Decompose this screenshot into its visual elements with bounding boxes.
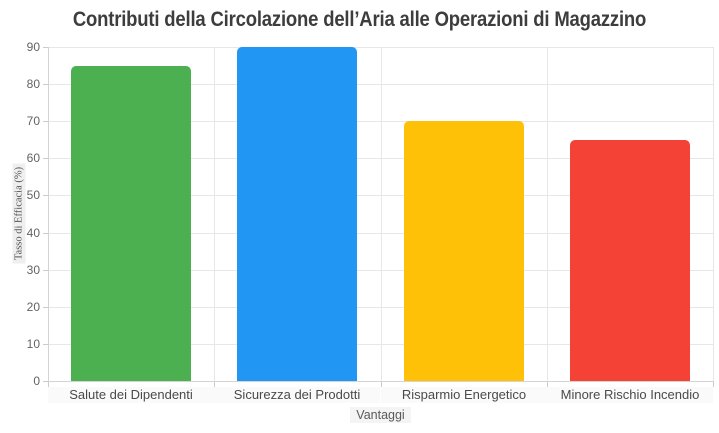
y-tick-mark (43, 158, 48, 159)
y-tick-mark (43, 195, 48, 196)
chart-title: Contributi della Circolazione dell’Aria … (72, 8, 647, 31)
y-tick-label: 90 (26, 40, 40, 54)
y-tick-label: 80 (26, 77, 40, 91)
y-axis-title-text: Tasso di Efficacia (%) (12, 163, 26, 264)
y-tick-mark (43, 121, 48, 122)
y-tick-label: 40 (26, 226, 40, 240)
x-tick-mark (214, 382, 215, 387)
y-axis-line (48, 47, 49, 381)
bar-3 (404, 121, 524, 381)
bar-2 (237, 47, 357, 381)
y-tick-mark (43, 381, 48, 382)
y-tick-label: 0 (33, 374, 40, 388)
category-label: Risparmio Energetico (401, 387, 527, 402)
h-gridline (48, 307, 713, 308)
h-gridline (48, 270, 713, 271)
h-gridline (48, 195, 713, 196)
y-axis-title: Tasso di Efficacia (%) (12, 159, 26, 269)
bar-1 (71, 66, 191, 381)
x-axis-title-text: Vantaggi (350, 407, 411, 423)
x-axis-title: Vantaggi (48, 407, 713, 423)
h-gridline (48, 344, 713, 345)
x-tick-mark (48, 382, 49, 387)
y-tick-label: 50 (26, 188, 40, 202)
y-tick-mark (43, 344, 48, 345)
x-tick-mark (713, 382, 714, 387)
x-tick-mark (547, 382, 548, 387)
v-gridline (381, 47, 382, 381)
y-tick-mark (43, 47, 48, 48)
y-tick-label: 10 (26, 337, 40, 351)
y-tick-mark (43, 307, 48, 308)
v-gridline (713, 47, 714, 381)
h-gridline (48, 47, 713, 48)
y-tick-label: 60 (26, 151, 40, 165)
category-label: Minore Rischio Incendio (560, 387, 700, 402)
x-tick-mark (381, 382, 382, 387)
y-tick-label: 20 (26, 300, 40, 314)
y-tick-mark (43, 270, 48, 271)
x-axis-line (48, 381, 714, 382)
h-gridline (48, 84, 713, 85)
category-label: Salute dei Dipendenti (69, 387, 193, 402)
y-tick-mark (43, 84, 48, 85)
y-tick-mark (43, 233, 48, 234)
bar-4 (570, 140, 690, 381)
h-gridline (48, 121, 713, 122)
v-gridline (547, 47, 548, 381)
category-label: Sicurezza dei Prodotti (233, 387, 361, 402)
h-gridline (48, 233, 713, 234)
y-tick-label: 30 (26, 263, 40, 277)
h-gridline (48, 158, 713, 159)
v-gridline (214, 47, 215, 381)
y-tick-label: 70 (26, 114, 40, 128)
